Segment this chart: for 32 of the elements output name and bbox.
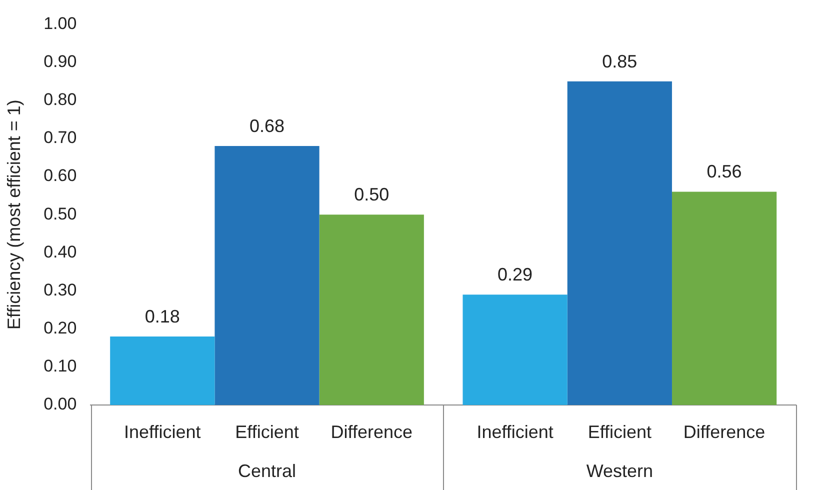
y-tick-label: 0.70: [44, 128, 77, 148]
series-label: Difference: [330, 422, 412, 442]
data-label: 0.68: [249, 116, 285, 136]
y-tick-label: 0.60: [44, 166, 77, 186]
y-tick-label: 0.90: [44, 52, 77, 71]
y-tick-label: 0.20: [44, 318, 77, 338]
y-tick-label: 0.40: [44, 242, 77, 262]
data-label: 0.29: [498, 264, 533, 285]
y-tick-label: 0.00: [44, 394, 77, 414]
x-tick-label: Western: [586, 460, 654, 481]
series-label: Inefficient: [124, 422, 201, 442]
y-axis-title: Efficiency (most efficient = 1): [4, 100, 24, 330]
text: Inefficient: [476, 422, 554, 442]
y-tick-label: 0.30: [44, 280, 77, 300]
data-label: 0.50: [354, 184, 390, 205]
bar: [319, 214, 424, 405]
y-tick-label: 1.00: [44, 14, 77, 33]
y-tick-label: 0.10: [44, 356, 77, 376]
data-label: 0.56: [706, 162, 742, 182]
text: Efficient: [588, 422, 652, 442]
series-label: Efficient: [235, 422, 299, 442]
y-tick-label: 0.80: [44, 90, 77, 110]
bar: [462, 294, 568, 405]
text: Difference: [683, 422, 766, 442]
x-tick-label: Central: [238, 460, 296, 481]
bar: [214, 146, 320, 405]
bar: [110, 336, 215, 405]
bar: [567, 81, 672, 405]
bar: [672, 192, 777, 405]
data-label: 0.18: [144, 306, 180, 326]
data-label: 0.85: [602, 51, 638, 72]
y-tick-label: 0.50: [44, 204, 77, 224]
